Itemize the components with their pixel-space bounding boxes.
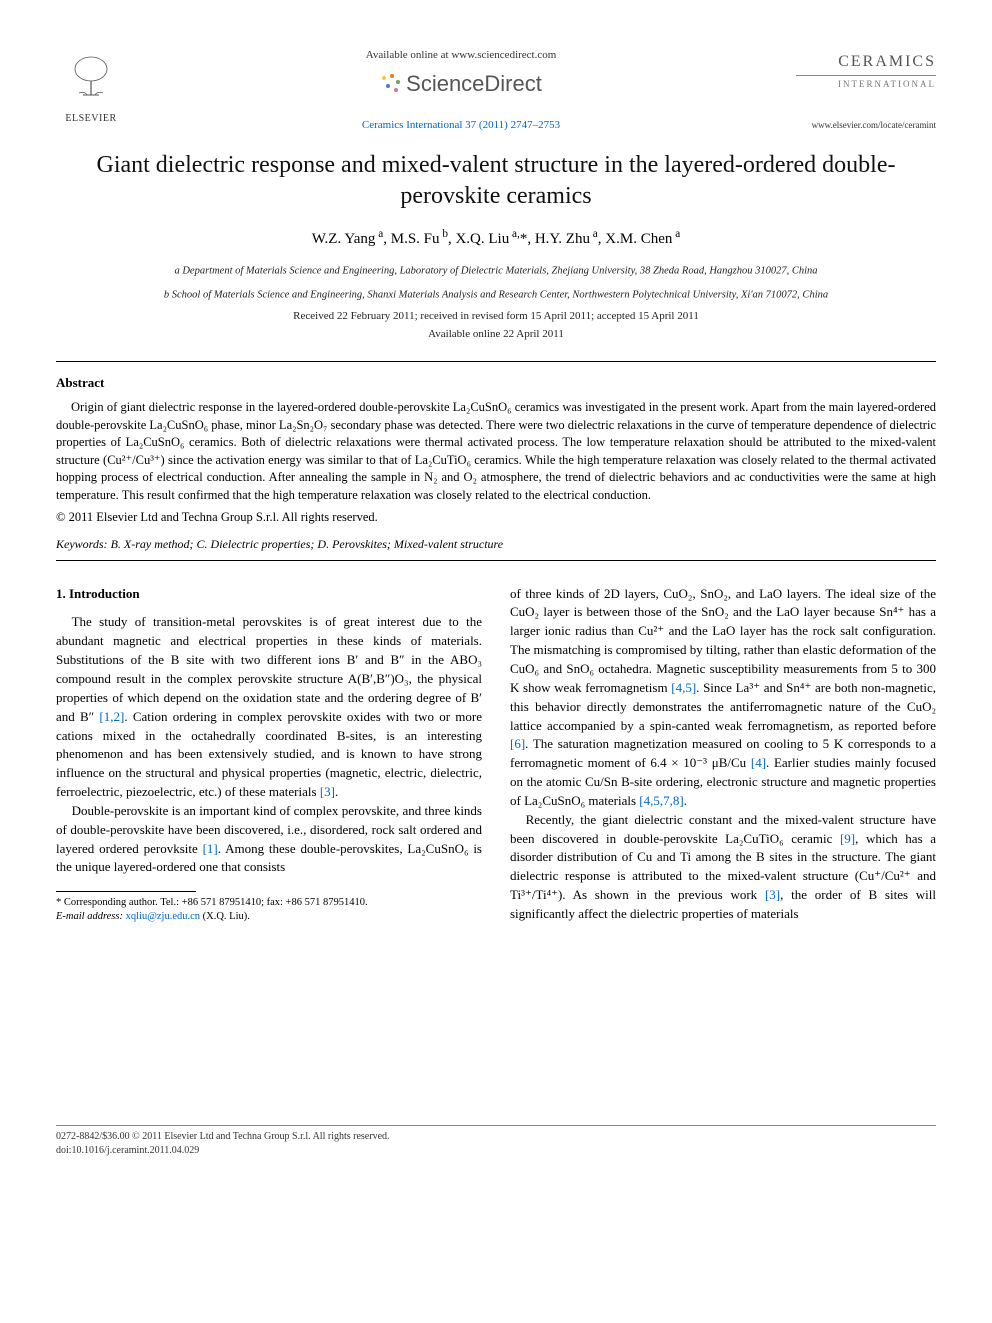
available-online-text: Available online at www.sciencedirect.co… [126,48,796,64]
body-paragraph-1: The study of transition-metal perovskite… [56,613,482,801]
footer-rule [56,1125,936,1126]
abstract-heading: Abstract [56,374,936,393]
header-center: Available online at www.sciencedirect.co… [126,48,796,134]
sciencedirect-logo: ScienceDirect [126,68,796,100]
abstract-text: Origin of giant dielectric response in t… [56,399,936,504]
received-dates: Received 22 February 2011; received in r… [56,309,936,325]
journal-cover-logo: CERAMICS INTERNATIONAL www.elsevier.com/… [796,50,936,132]
footer-block: 0272-8842/$36.00 © 2011 Elsevier Ltd and… [56,1130,936,1159]
journal-title: CERAMICS [796,50,936,76]
copyright-line: © 2011 Elsevier Ltd and Techna Group S.r… [56,508,936,526]
abstract-bottom-rule [56,560,936,561]
authors-line: W.Z. Yang a, M.S. Fu b, X.Q. Liu a,*, H.… [56,226,936,251]
elsevier-tree-icon [69,55,113,110]
header-banner: ELSEVIER Available online at www.science… [56,48,936,134]
footer-doi: doi:10.1016/j.ceramint.2011.04.029 [56,1144,936,1159]
keywords-line: Keywords: B. X-ray method; C. Dielectric… [56,536,936,553]
sciencedirect-text: ScienceDirect [406,68,542,100]
article-title: Giant dielectric response and mixed-vale… [56,150,936,212]
journal-url: www.elsevier.com/locate/ceramint [796,119,936,132]
sciencedirect-icon [380,74,400,94]
journal-reference[interactable]: Ceramics International 37 (2011) 2747–27… [126,118,796,134]
footnote-line-1: * Corresponding author. Tel.: +86 571 87… [56,896,482,910]
corresponding-author-footnote: * Corresponding author. Tel.: +86 571 87… [56,896,482,924]
journal-subtitle: INTERNATIONAL [796,78,936,91]
keywords-value: B. X-ray method; C. Dielectric propertie… [111,537,504,551]
online-date: Available online 22 April 2011 [56,327,936,343]
abstract-top-rule [56,361,936,362]
affiliation-a: a Department of Materials Science and En… [56,261,936,279]
footnote-line-2: E-mail address: xqliu@zju.edu.cn (X.Q. L… [56,910,482,924]
footnote-email[interactable]: xqliu@zju.edu.cn [126,911,200,922]
elsevier-logo: ELSEVIER [56,51,126,131]
elsevier-label: ELSEVIER [65,112,116,127]
body-paragraph-3: Recently, the giant dielectric constant … [510,811,936,924]
body-two-column: 1. Introduction The study of transition-… [56,585,936,1105]
keywords-label: Keywords: [56,537,108,551]
body-paragraph-2a: Double-perovskite is an important kind o… [56,802,482,877]
body-paragraph-2b: of three kinds of 2D layers, CuO₂, SnO₂,… [510,585,936,811]
footnote-rule [56,891,196,892]
footer-line-1: 0272-8842/$36.00 © 2011 Elsevier Ltd and… [56,1130,936,1145]
affiliation-b: b School of Materials Science and Engine… [56,285,936,303]
section-1-heading: 1. Introduction [56,585,482,604]
